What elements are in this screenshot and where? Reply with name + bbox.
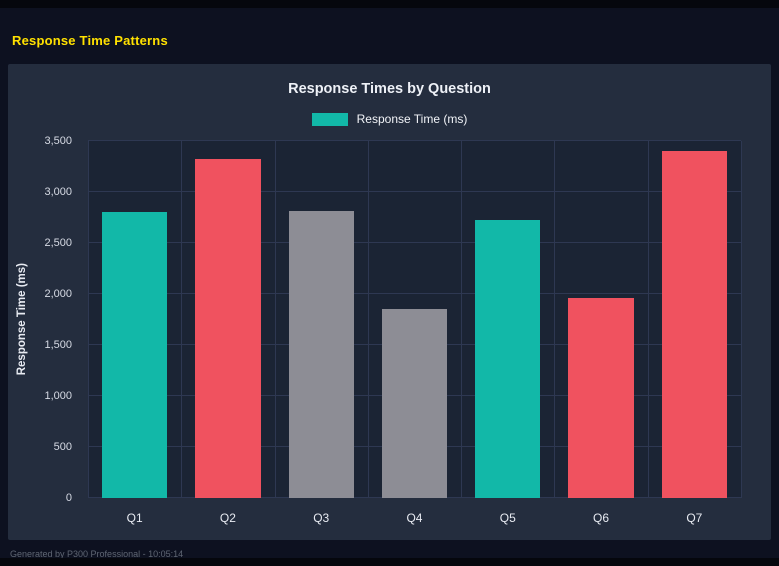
- x-tick-label-q3: Q3: [313, 511, 330, 525]
- legend-swatch: [311, 112, 348, 126]
- bar-q2[interactable]: [195, 159, 261, 498]
- gridline-vertical: [554, 141, 556, 498]
- chart-title: Response Times by Question: [288, 81, 491, 97]
- y-tick-label: 1,000: [44, 390, 72, 402]
- x-tick-label-q6: Q6: [593, 511, 610, 525]
- bars-layer: [88, 141, 741, 498]
- plot-area: [88, 140, 742, 498]
- y-tick-label: 0: [65, 492, 72, 504]
- bar-cell-q7: [648, 141, 741, 498]
- gridline-vertical: [367, 141, 369, 498]
- y-tick-label: 3,000: [44, 186, 72, 198]
- bar-cell-q5: [461, 141, 554, 498]
- chart-legend[interactable]: Response Time (ms): [8, 112, 771, 126]
- x-tick-label-q2: Q2: [219, 511, 236, 525]
- y-tick-label: 3,500: [44, 135, 72, 147]
- page-title: Response Time Patterns: [12, 33, 168, 48]
- gridline-vertical: [741, 141, 742, 498]
- legend-label: Response Time (ms): [356, 112, 468, 126]
- bar-q4[interactable]: [381, 309, 448, 498]
- y-tick-label: 1,500: [44, 339, 72, 351]
- bar-q7[interactable]: [661, 151, 727, 498]
- bar-q5[interactable]: [475, 219, 541, 498]
- gridline-vertical: [461, 141, 463, 498]
- bar-cell-q4: [368, 141, 461, 498]
- y-axis-ticks: 0 500 1,000 1,500 2,000 2,500 3,000 3,500: [8, 135, 80, 504]
- bar-q1[interactable]: [101, 212, 168, 498]
- y-tick-label: 2,500: [44, 237, 72, 249]
- top-edge-strip: [0, 0, 779, 8]
- gridline-vertical: [647, 141, 649, 498]
- chart-panel: Response Times by Question Response Time…: [8, 64, 771, 540]
- gridline-horizontal: [88, 140, 741, 141]
- bar-q6[interactable]: [568, 298, 634, 498]
- gridline-horizontal: [88, 293, 741, 294]
- gridline-horizontal: [88, 242, 741, 243]
- bottom-edge-strip: [0, 558, 779, 566]
- gridline-horizontal: [88, 191, 741, 192]
- x-tick-label-q5: Q5: [499, 511, 516, 525]
- gridline-vertical: [181, 141, 183, 498]
- x-tick-label-q4: Q4: [406, 511, 423, 525]
- bar-cell-q6: [554, 141, 647, 498]
- bar-q3[interactable]: [288, 211, 354, 498]
- gridline-vertical: [274, 141, 276, 498]
- x-tick-label-q1: Q1: [126, 511, 143, 525]
- y-tick-label: 2,000: [44, 288, 72, 300]
- bar-cell-q2: [181, 141, 274, 498]
- y-tick-label: 500: [53, 441, 72, 453]
- bar-cell-q3: [275, 141, 368, 498]
- bar-cell-q1: [88, 141, 181, 498]
- x-axis-labels: Q1 Q2 Q3 Q4 Q5 Q6 Q7: [88, 498, 741, 525]
- x-tick-label-q7: Q7: [686, 511, 703, 525]
- gridline-vertical: [88, 141, 89, 498]
- footer-text: Generated by P300 Professional - 10:05:1…: [10, 549, 184, 559]
